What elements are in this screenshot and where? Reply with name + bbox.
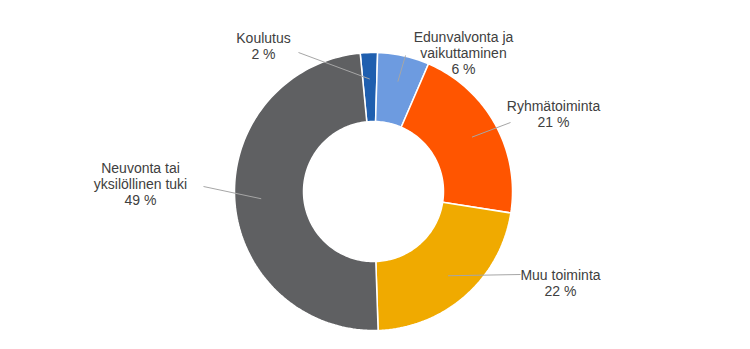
svg-text:Ryhmätoiminta21 %: Ryhmätoiminta21 % <box>507 98 601 130</box>
svg-text:Edunvalvonta javaikuttaminen6: Edunvalvonta javaikuttaminen6 % <box>414 29 514 77</box>
svg-text:Muu toiminta22 %: Muu toiminta22 % <box>520 267 600 299</box>
svg-text:Neuvonta taiyksilöllinen tuki4: Neuvonta taiyksilöllinen tuki49 % <box>94 160 187 208</box>
svg-text:Koulutus2 %: Koulutus2 % <box>236 30 290 62</box>
